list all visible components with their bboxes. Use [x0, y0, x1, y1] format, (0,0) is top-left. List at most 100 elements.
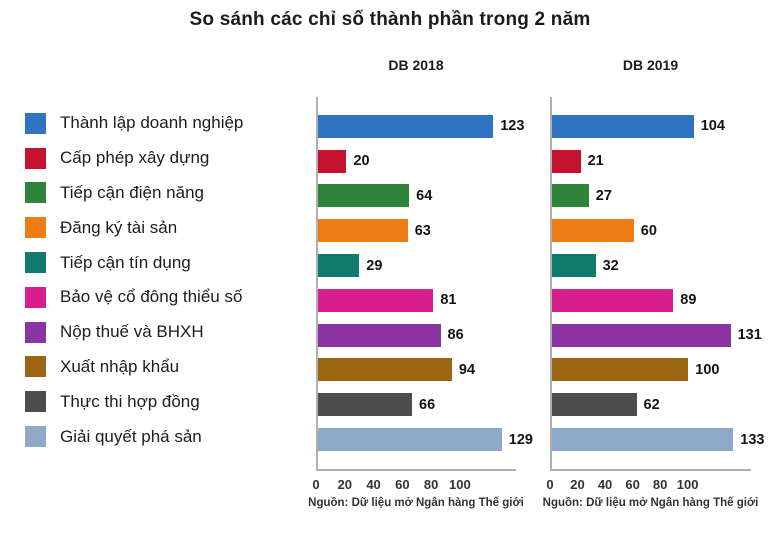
x-tick-label: 0 [312, 477, 320, 492]
legend-swatch [25, 426, 46, 448]
chart-db-2019: DB 2019 104 21 27 60 32 89 131 100 62 133 0 20 40 60… [543, 0, 765, 537]
bar [552, 254, 596, 278]
legend-swatch [25, 321, 46, 343]
legend-item: Đăng ký tài sản [25, 210, 310, 245]
bar-row: 94 [318, 353, 516, 388]
bar-value-label: 89 [680, 292, 697, 309]
bar-value-label: 63 [414, 222, 431, 239]
legend-label: Cấp phép xây dựng [60, 148, 210, 168]
bar [552, 393, 637, 417]
bar-row: 60 [552, 213, 751, 248]
x-tick-label: 100 [676, 477, 699, 492]
x-tick-label: 0 [546, 477, 554, 492]
bar-value-label: 129 [508, 431, 533, 448]
bar-value-label: 81 [440, 292, 457, 309]
x-tick-label: 20 [337, 477, 352, 492]
bar-value-label: 104 [700, 118, 725, 135]
bar-value-label: 32 [602, 257, 619, 274]
bar-row: 89 [552, 283, 751, 318]
bar-row: 66 [318, 387, 516, 422]
bar [552, 184, 589, 208]
legend-item: Tiếp cận điện năng [25, 176, 310, 211]
bar [318, 114, 494, 138]
x-axis-db-2019: 0 20 40 60 80 100 [546, 477, 751, 493]
bar-value-label: 133 [740, 431, 765, 448]
bar-row: 100 [552, 353, 751, 388]
legend-label: Đăng ký tài sản [60, 217, 178, 237]
bar [318, 149, 347, 173]
legend-label: Giải quyết phá sản [60, 426, 202, 446]
bar [318, 358, 452, 382]
legend-swatch [25, 286, 46, 308]
bar-row: 123 [318, 109, 524, 144]
legend-item: Tiếp cận tín dụng [25, 245, 310, 280]
legend-item: Thực thi hợp đồng [25, 384, 310, 419]
chart-header-db-2018: DB 2018 [388, 57, 444, 73]
x-tick-label: 20 [570, 477, 585, 492]
bar-row: 64 [318, 179, 516, 214]
legend-swatch [25, 391, 46, 413]
bar-value-label: 131 [737, 327, 762, 344]
bar [318, 428, 502, 452]
bar [552, 358, 689, 382]
x-tick-label: 40 [597, 477, 613, 492]
bar [552, 219, 634, 243]
bar-value-label: 100 [695, 361, 720, 378]
bar [552, 114, 694, 138]
legend-item: Nộp thuế và BHXH [25, 315, 310, 350]
bar-row: 81 [318, 283, 516, 318]
legend-swatch [25, 147, 46, 169]
x-tick-label: 60 [395, 477, 410, 492]
bar-value-label: 27 [595, 187, 612, 204]
bar [552, 428, 734, 452]
bar [318, 393, 412, 417]
bar-row: 129 [318, 422, 533, 457]
legend-swatch [25, 112, 46, 134]
bar [552, 149, 581, 173]
legend-label: Xuất nhập khẩu [60, 356, 180, 376]
bar [318, 288, 434, 312]
bar-row: 20 [318, 144, 516, 179]
bar-row: 29 [318, 248, 516, 283]
source-note-db-2019: Nguồn: Dữ liệu mở Ngân hàng Thế giới [542, 497, 759, 509]
x-tick-label: 80 [652, 477, 668, 492]
legend-swatch [25, 252, 46, 274]
chart-db-2018: DB 2018 123 20 64 63 29 81 86 94 66 129 0 20 40 60 80… [308, 0, 533, 537]
legend-item: Xuất nhập khẩu [25, 350, 310, 385]
chart-title: So sánh các chỉ số thành phần trong 2 nă… [189, 9, 591, 30]
bar-row: 131 [552, 318, 762, 353]
bar-row: 32 [552, 248, 751, 283]
bar-row: 104 [552, 109, 751, 144]
legend-swatch [25, 217, 46, 239]
plot-area-db-2018: 123 20 64 63 29 81 86 94 66 129 [316, 97, 533, 471]
bar-value-label: 94 [458, 361, 476, 378]
legend-item: Thành lập doanh nghiệp [25, 106, 310, 141]
bar-row: 27 [552, 179, 751, 214]
legend-label: Bảo vệ cổ đông thiểu số [60, 287, 243, 307]
bar-row: 62 [552, 387, 751, 422]
bar-value-label: 29 [366, 257, 383, 274]
bar-value-label: 21 [587, 153, 604, 170]
bar-row: 63 [318, 213, 516, 248]
bar-row: 133 [552, 422, 764, 457]
legend-label: Tiếp cận điện năng [60, 182, 204, 202]
bar-value-label: 64 [416, 187, 433, 204]
legend-label: Thành lập doanh nghiệp [60, 113, 244, 133]
legend-label: Thực thi hợp đồng [60, 391, 200, 411]
bar-value-label: 60 [640, 222, 657, 239]
bar [552, 288, 674, 312]
legend-item: Bảo vệ cổ đông thiểu số [25, 280, 310, 315]
x-tick-label: 80 [423, 477, 439, 492]
bar-value-label: 123 [500, 118, 525, 135]
legend-item: Giải quyết phá sản [25, 419, 310, 454]
x-tick-label: 100 [449, 477, 471, 492]
plot-area-db-2019: 104 21 27 60 32 89 131 100 62 133 [550, 97, 764, 471]
bar-row: 86 [318, 318, 516, 353]
legend-label: Nộp thuế và BHXH [60, 322, 204, 342]
bar-value-label: 20 [353, 153, 370, 170]
bar-value-label: 66 [419, 396, 436, 413]
bar [318, 254, 360, 278]
legend-swatch [25, 182, 46, 204]
bar [552, 323, 731, 347]
